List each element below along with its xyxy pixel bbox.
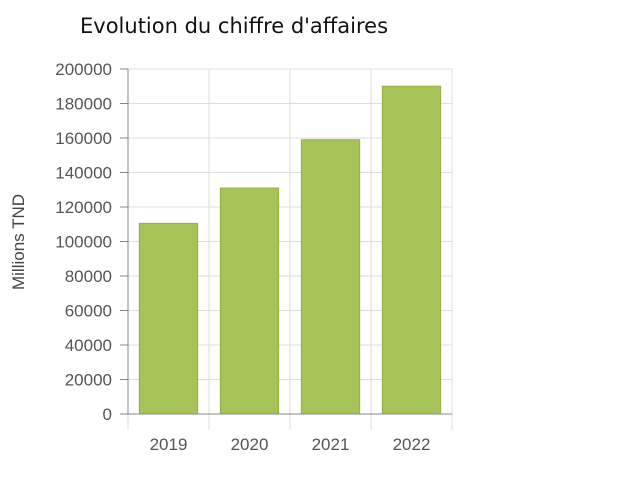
y-axis-label: Millions TND xyxy=(9,194,28,290)
bar-2022 xyxy=(381,85,442,415)
y-tick-label: 200000 xyxy=(55,60,112,79)
y-tick-label: 100000 xyxy=(55,233,112,252)
bar-2021 xyxy=(300,139,361,415)
y-tick-label: 0 xyxy=(103,405,112,424)
x-tick-label: 2020 xyxy=(231,435,269,454)
y-tick-label: 160000 xyxy=(55,129,112,148)
bars xyxy=(138,85,442,415)
y-tick-label: 40000 xyxy=(65,336,112,355)
y-tick-label: 120000 xyxy=(55,198,112,217)
x-tick-label: 2022 xyxy=(393,435,431,454)
y-tick-label: 80000 xyxy=(65,267,112,286)
y-tick-label: 140000 xyxy=(55,164,112,183)
y-tick-labels: 0 20000 40000 60000 80000 100000 120000 140000 1… xyxy=(55,60,112,424)
x-tick-labels: 2019 2020 2021 2022 xyxy=(150,435,431,454)
bar-2020 xyxy=(219,187,280,415)
x-tick-label: 2021 xyxy=(312,435,350,454)
axes xyxy=(120,68,452,415)
y-tick-label: 180000 xyxy=(55,95,112,114)
y-tick-label: 60000 xyxy=(65,302,112,321)
y-tick-label: 20000 xyxy=(65,371,112,390)
x-tick-label: 2019 xyxy=(150,435,188,454)
bar-2019 xyxy=(138,222,199,415)
chart-title: Evolution du chiffre d'affaires xyxy=(80,14,389,38)
